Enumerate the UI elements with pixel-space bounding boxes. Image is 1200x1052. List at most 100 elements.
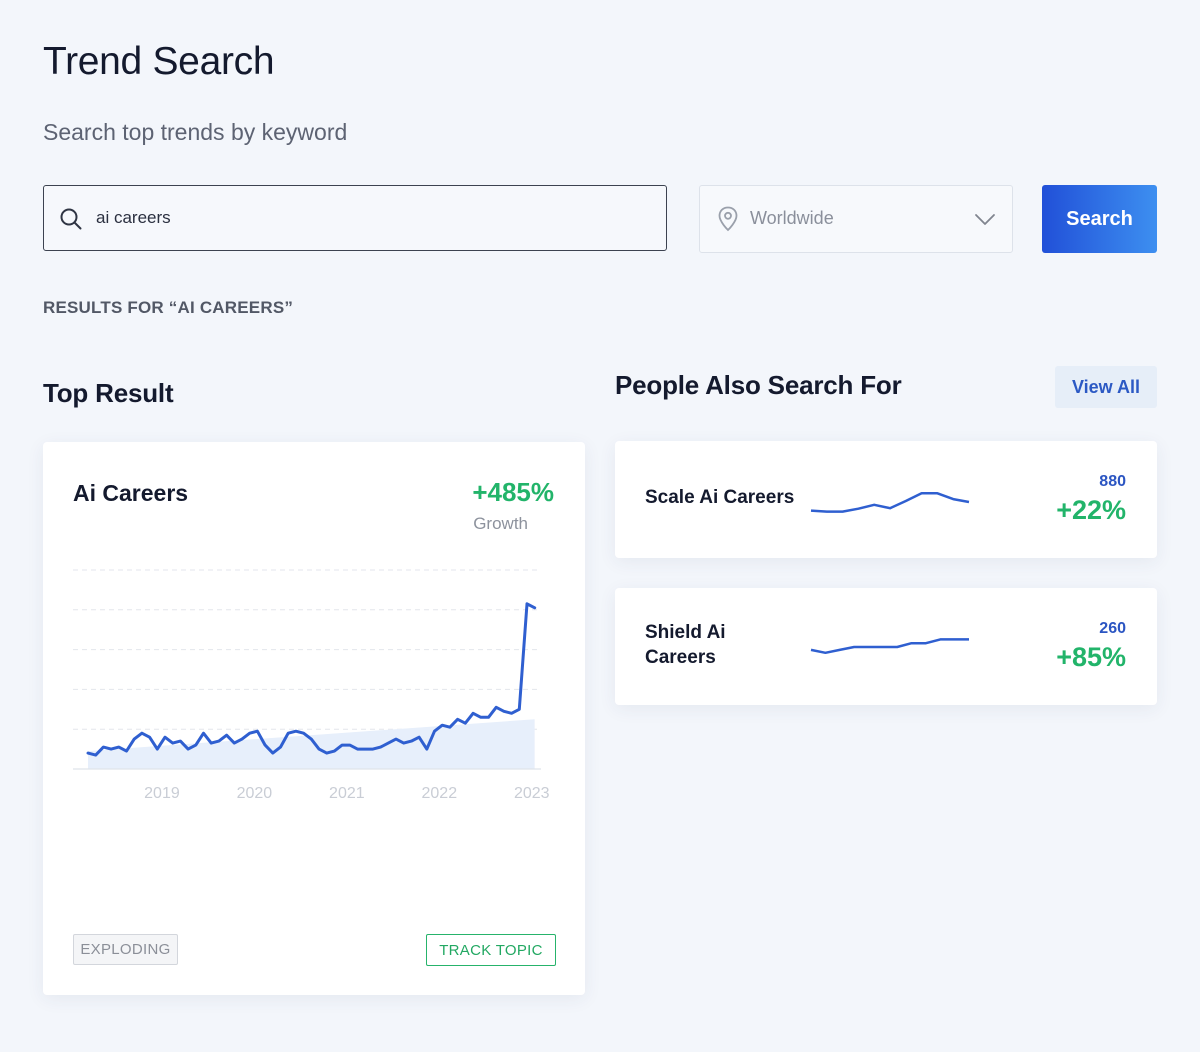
data-point: [171, 741, 175, 745]
page-subtitle: Search top trends by keyword: [43, 119, 348, 145]
data-point: [225, 733, 229, 737]
related-topic-title[interactable]: Scale Ai Careers: [645, 487, 795, 508]
x-axis-ticks: 2019 2020 2021 2022 2023: [144, 785, 549, 802]
data-point: [255, 729, 259, 733]
location-select[interactable]: Worldwide: [699, 185, 1013, 253]
data-point: [294, 729, 298, 733]
location-pin-icon: [718, 206, 738, 232]
top-result-card[interactable]: Ai Careers +485% Growth 2019 2020 2021 2022…: [43, 442, 585, 995]
data-point: [217, 739, 221, 743]
data-point: [502, 709, 506, 713]
data-point: [463, 721, 467, 725]
data-point: [379, 745, 383, 749]
data-point: [132, 737, 136, 741]
data-point: [479, 715, 483, 719]
data-point: [371, 747, 375, 751]
data-point: [356, 747, 360, 751]
data-point: [494, 705, 498, 709]
data-point: [471, 711, 475, 715]
data-point: [448, 725, 452, 729]
data-point: [209, 741, 213, 745]
x-tick-label: 2023: [514, 785, 550, 802]
data-point: [340, 743, 344, 747]
sparkline: [810, 492, 970, 513]
x-tick-label: 2021: [329, 785, 365, 802]
chart-grid: [73, 569, 541, 730]
growth-value: +485%: [472, 477, 554, 507]
trend-chart: 2019 2020 2021 2022 2023: [73, 569, 550, 802]
sparkline-path: [810, 638, 969, 655]
sparkline: [810, 638, 969, 655]
x-tick-label: 2020: [237, 785, 273, 802]
search-icon: [60, 208, 82, 230]
data-point: [202, 731, 206, 735]
data-point: [248, 731, 252, 735]
data-point: [148, 735, 152, 739]
x-tick-label: 2022: [422, 785, 458, 802]
data-point: [425, 747, 429, 751]
topic-title[interactable]: Ai Careers: [73, 480, 189, 506]
data-point: [109, 747, 113, 751]
page-title: Trend Search: [43, 40, 275, 83]
series-line: [86, 602, 537, 757]
related-card[interactable]: Shield Ai Careers 260 +85%: [615, 588, 1157, 705]
data-point: [402, 741, 406, 745]
data-point: [232, 741, 236, 745]
data-point: [417, 735, 421, 739]
data-point: [510, 711, 514, 715]
data-point: [409, 739, 413, 743]
related-card[interactable]: Scale Ai Careers 880 +22%: [615, 441, 1157, 558]
trend-band: [88, 719, 535, 769]
view-all-button[interactable]: View All: [1055, 366, 1157, 408]
data-point: [317, 747, 321, 751]
data-point: [186, 747, 190, 751]
data-point: [325, 751, 329, 755]
data-point: [140, 731, 144, 735]
related-volume: 260: [1099, 620, 1126, 637]
data-point: [263, 743, 267, 747]
data-point: [386, 741, 390, 745]
data-point: [240, 737, 244, 741]
data-point: [163, 735, 167, 739]
data-point: [194, 743, 198, 747]
status-badge: EXPLODING: [73, 934, 178, 965]
growth-label: Growth: [473, 514, 528, 533]
data-point: [456, 717, 460, 721]
related-topic-title[interactable]: Shield Ai Careers: [645, 622, 726, 668]
top-result-heading: Top Result: [43, 378, 174, 408]
data-point: [348, 743, 352, 747]
data-point: [125, 749, 129, 753]
sparkline-path: [810, 492, 970, 513]
data-point: [279, 745, 283, 749]
search-input[interactable]: ai careers: [43, 185, 667, 251]
x-tick-label: 2019: [144, 785, 180, 802]
data-point: [440, 723, 444, 727]
data-point: [309, 737, 313, 741]
also-search-heading: People Also Search For: [615, 370, 902, 400]
data-point: [94, 753, 98, 757]
related-growth: +22%: [1056, 495, 1126, 525]
data-point: [286, 731, 290, 735]
data-point: [433, 729, 437, 733]
data-point: [486, 715, 490, 719]
data-point: [394, 737, 398, 741]
data-point: [178, 739, 182, 743]
data-point: [517, 707, 521, 711]
data-point: [363, 747, 367, 751]
related-volume: 880: [1099, 473, 1126, 490]
search-input-value[interactable]: ai careers: [96, 208, 171, 227]
data-point: [117, 745, 121, 749]
data-point: [302, 731, 306, 735]
results-label: RESULTS FOR “AI CAREERS”: [43, 298, 294, 317]
search-button[interactable]: Search: [1042, 185, 1157, 253]
data-point: [332, 749, 336, 753]
related-growth: +85%: [1056, 642, 1126, 672]
data-point: [155, 747, 159, 751]
data-point: [271, 751, 275, 755]
data-point: [525, 602, 529, 606]
track-topic-button[interactable]: TRACK TOPIC: [426, 934, 556, 966]
chevron-down-icon: [975, 214, 995, 225]
data-point: [533, 606, 537, 610]
location-select-value: Worldwide: [750, 208, 834, 228]
data-point: [86, 751, 90, 755]
